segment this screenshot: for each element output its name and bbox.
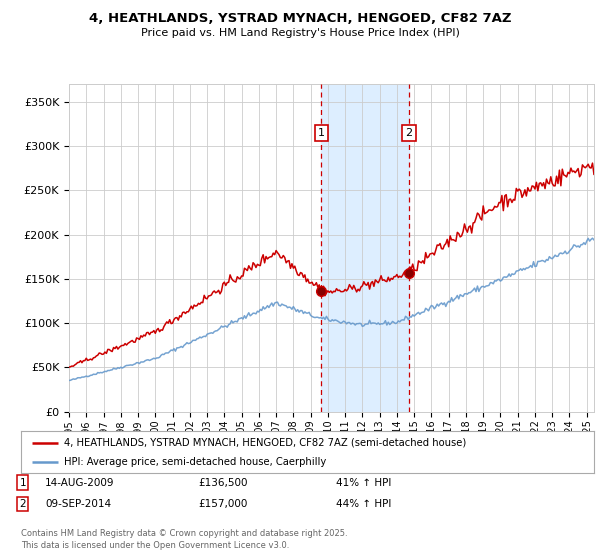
Text: 1: 1 (318, 128, 325, 138)
Bar (321, 84, 409, 412)
Text: HPI: Average price, semi-detached house, Caerphilly: HPI: Average price, semi-detached house,… (64, 457, 326, 467)
Text: 1: 1 (19, 478, 26, 488)
Text: 41% ↑ HPI: 41% ↑ HPI (336, 478, 391, 488)
Text: Contains HM Land Registry data © Crown copyright and database right 2025.
This d: Contains HM Land Registry data © Crown c… (21, 529, 347, 550)
Text: £157,000: £157,000 (198, 499, 247, 509)
Text: Price paid vs. HM Land Registry's House Price Index (HPI): Price paid vs. HM Land Registry's House … (140, 28, 460, 38)
Text: 4, HEATHLANDS, YSTRAD MYNACH, HENGOED, CF82 7AZ (semi-detached house): 4, HEATHLANDS, YSTRAD MYNACH, HENGOED, C… (64, 437, 466, 447)
Text: 2: 2 (19, 499, 26, 509)
Text: 09-SEP-2014: 09-SEP-2014 (45, 499, 111, 509)
Text: 2: 2 (405, 128, 412, 138)
Text: 44% ↑ HPI: 44% ↑ HPI (336, 499, 391, 509)
Text: £136,500: £136,500 (198, 478, 248, 488)
Text: 4, HEATHLANDS, YSTRAD MYNACH, HENGOED, CF82 7AZ: 4, HEATHLANDS, YSTRAD MYNACH, HENGOED, C… (89, 12, 511, 25)
Text: 14-AUG-2009: 14-AUG-2009 (45, 478, 115, 488)
